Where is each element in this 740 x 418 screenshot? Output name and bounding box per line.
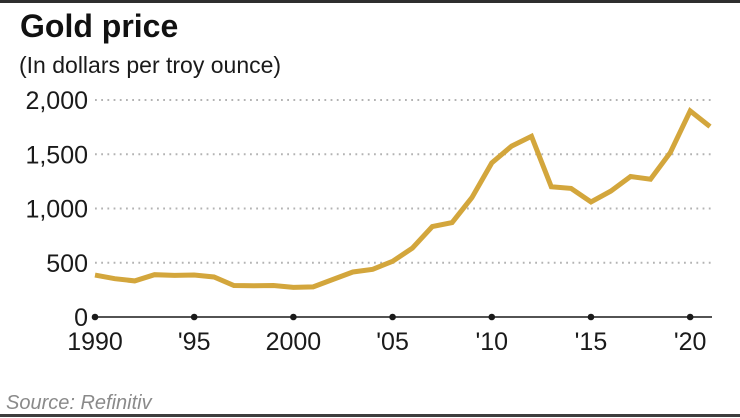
x-axis-tick-dot — [389, 313, 396, 321]
gold-price-series-line — [94, 106, 712, 290]
x-axis-label: 2000 — [266, 328, 322, 356]
y-axis-label: 1,000 — [25, 196, 88, 224]
x-axis-label: '95 — [178, 328, 211, 356]
bottom-border-rule — [0, 414, 740, 417]
y-axis-label: 2,000 — [25, 87, 88, 115]
x-axis-tick-dot — [290, 313, 297, 321]
source-note: Source: Refinitiv — [6, 392, 152, 414]
x-axis-label: 1990 — [67, 328, 123, 356]
x-axis-label: '15 — [575, 328, 608, 356]
x-axis-label: '20 — [674, 328, 707, 356]
x-axis-tick-dot — [488, 313, 496, 321]
x-axis-tick-dot — [686, 313, 694, 321]
y-axis-label: 500 — [46, 250, 88, 278]
top-border-rule — [0, 0, 740, 3]
y-axis-label: 0 — [74, 304, 88, 332]
y-axis-label: 1,500 — [25, 141, 88, 169]
chart-subtitle: (In dollars per troy ounce) — [19, 52, 282, 78]
gold-price-line-chart: 0 500 1,000 1,500 2,000 1990 '95 2000 '05 '10 '15 '… — [25, 87, 712, 356]
x-axis-tick-dot — [587, 313, 595, 321]
x-axis-tick-dot — [190, 313, 198, 321]
x-axis-tick-dot — [91, 313, 99, 321]
x-axis-label: '10 — [475, 328, 508, 356]
chart-title: Gold price — [20, 8, 179, 44]
x-axis-label: '05 — [376, 328, 409, 356]
